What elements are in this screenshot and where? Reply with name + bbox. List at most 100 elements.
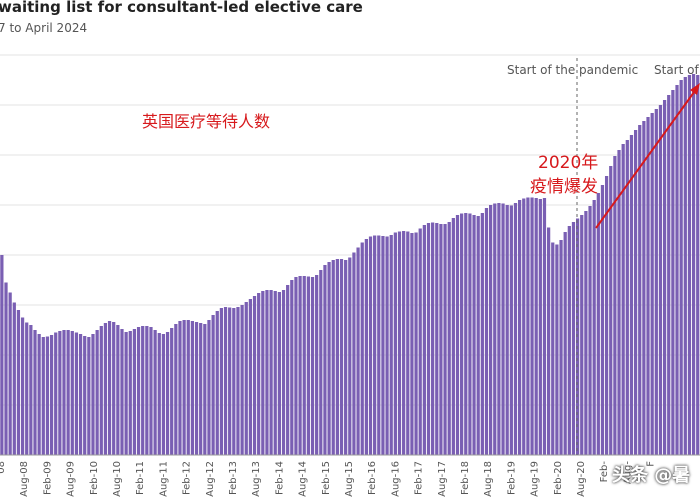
bar xyxy=(103,323,108,455)
x-tick-label: Aug-16 xyxy=(390,461,401,497)
pandemic-label: Start of the pandemic xyxy=(507,63,638,77)
bar xyxy=(555,244,559,455)
bar xyxy=(604,176,609,455)
bar xyxy=(207,320,211,455)
bar xyxy=(194,322,199,455)
bar xyxy=(128,331,132,455)
bar xyxy=(215,311,219,455)
bar xyxy=(613,156,617,455)
x-tick-label: Feb-13 xyxy=(228,461,239,495)
bar xyxy=(476,216,480,455)
bar xyxy=(377,235,381,455)
bar xyxy=(335,259,339,455)
bar xyxy=(261,291,265,455)
x-tick-label: Feb-10 xyxy=(89,461,100,495)
bar xyxy=(368,236,373,455)
bar xyxy=(74,332,79,455)
bar xyxy=(360,242,364,455)
bar xyxy=(170,328,174,455)
bar xyxy=(687,75,692,455)
bar xyxy=(244,302,248,455)
bar xyxy=(364,239,368,455)
x-tick-label: F xyxy=(646,461,657,467)
bar xyxy=(621,144,625,455)
bar xyxy=(509,205,513,455)
bar xyxy=(331,260,335,455)
bar xyxy=(240,305,244,455)
bar xyxy=(265,290,269,455)
bar xyxy=(675,85,679,455)
bar xyxy=(298,276,302,455)
bar xyxy=(157,333,161,455)
bar xyxy=(45,336,50,455)
start-of-label: Start of xyxy=(654,63,699,77)
x-tick-label: Feb-18 xyxy=(460,461,471,495)
bar xyxy=(107,321,112,455)
bar xyxy=(393,232,397,455)
bar xyxy=(70,331,74,455)
x-tick-label: Aug-09 xyxy=(66,461,77,497)
bar xyxy=(563,232,567,455)
bar xyxy=(186,320,190,455)
bar xyxy=(252,296,257,455)
bar xyxy=(116,325,120,455)
bar xyxy=(62,330,66,455)
bar xyxy=(286,285,290,455)
bar xyxy=(596,193,600,455)
bar xyxy=(99,326,103,455)
bar xyxy=(497,203,501,455)
bar xyxy=(683,77,687,455)
bar xyxy=(480,213,484,455)
bar xyxy=(559,240,563,455)
bar xyxy=(505,205,509,455)
bar xyxy=(174,324,178,455)
x-tick-label: Aug-08 xyxy=(19,461,30,497)
bar xyxy=(281,290,286,455)
bar xyxy=(339,259,344,455)
bar xyxy=(136,327,141,455)
bar xyxy=(91,334,95,455)
bar xyxy=(228,307,232,455)
bar xyxy=(385,236,389,455)
bar xyxy=(642,121,646,455)
bar xyxy=(679,80,683,455)
bar xyxy=(526,197,530,455)
bar xyxy=(460,213,464,455)
bar xyxy=(600,185,605,455)
bar xyxy=(95,330,99,455)
chinese-title-annotation: 英国医疗等待人数 xyxy=(142,112,270,131)
x-tick-label: Aug-12 xyxy=(205,461,216,497)
bar xyxy=(658,105,663,455)
bar xyxy=(662,100,667,455)
bar xyxy=(16,310,21,455)
bar xyxy=(149,327,153,455)
bar xyxy=(493,203,497,455)
bar xyxy=(8,292,12,455)
bar xyxy=(534,198,538,455)
bar xyxy=(120,329,124,455)
bar xyxy=(580,215,584,455)
bar xyxy=(422,225,426,455)
bar xyxy=(501,203,505,455)
bar xyxy=(290,280,294,455)
bar xyxy=(236,307,240,455)
bar xyxy=(609,166,613,455)
bar xyxy=(319,270,323,455)
bar xyxy=(435,223,439,455)
x-tick-label: Feb-12 xyxy=(182,461,193,495)
bar xyxy=(584,211,588,455)
x-tick-label: Feb-11 xyxy=(135,461,146,495)
bar xyxy=(54,332,58,455)
bar xyxy=(406,231,410,455)
bar xyxy=(153,330,157,455)
x-tick-label: Aug-11 xyxy=(158,461,169,497)
x-axis-ticks: 08 Aug-08 Feb-09 Aug-09 Feb-10 Aug-10 Feb-11 Au… xyxy=(0,461,657,497)
bar xyxy=(29,325,33,455)
bar xyxy=(538,199,542,455)
bar xyxy=(592,200,596,455)
covid-year-annotation: 2020年 xyxy=(538,153,598,173)
bar xyxy=(199,323,203,455)
bar xyxy=(617,150,621,455)
bar xyxy=(277,292,281,455)
bar xyxy=(161,334,166,455)
